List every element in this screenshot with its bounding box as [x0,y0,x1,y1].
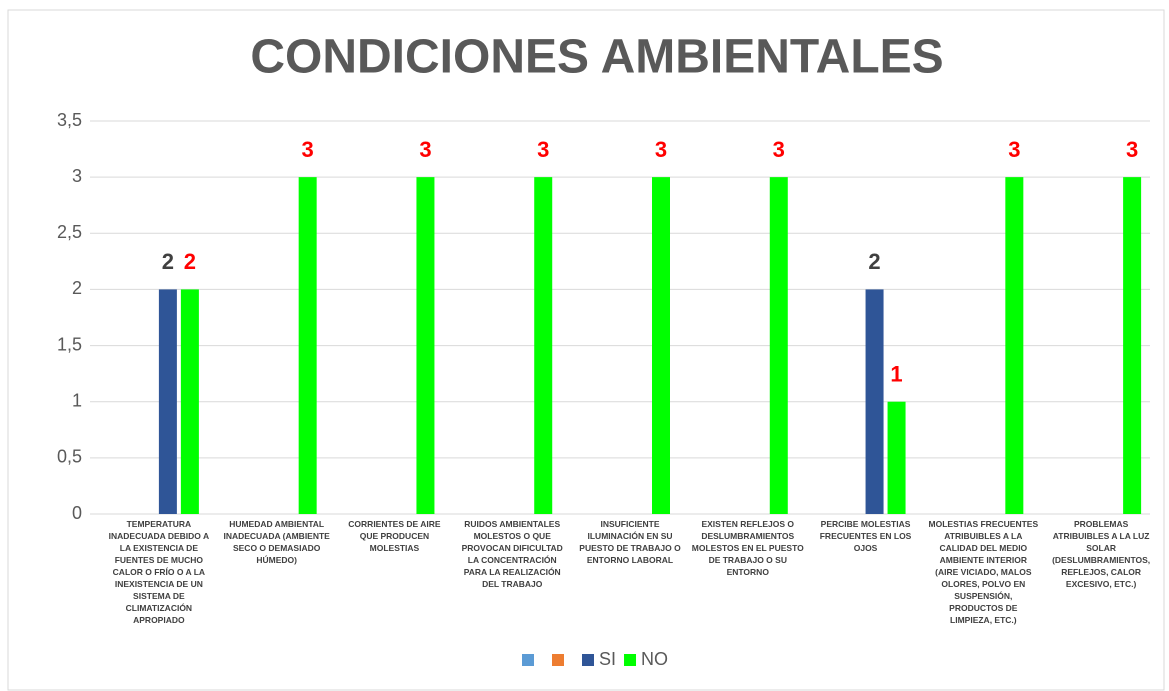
data-label: 3 [537,137,549,162]
data-label: 2 [868,249,880,274]
chart-title: CONDICIONES AMBIENTALES [250,31,943,84]
y-tick-label: 1,5 [57,334,82,354]
data-label: 3 [655,137,667,162]
data-label: 3 [302,137,314,162]
bar [298,177,317,514]
x-tick-label: HUMEDAD AMBIENTAL INADECUADA (AMBIENTE S… [223,519,330,565]
bar [887,401,906,514]
data-label: 3 [1008,137,1020,162]
y-tick-label: 3 [72,166,82,186]
y-tick-label: 2,5 [57,222,82,242]
bar [180,289,199,514]
bar [865,289,884,514]
legend-label: SI [599,649,616,669]
y-tick-label: 1 [72,390,82,410]
x-tick-label: PERCIBE MOLESTIAS FRECUENTES EN LOS OJOS [819,519,912,553]
bar [652,177,670,514]
bar [769,177,788,514]
bar [416,177,435,514]
legend-label: NO [641,649,668,669]
data-label: 3 [773,137,785,162]
data-label: 1 [890,362,902,387]
bar [1123,177,1142,514]
chart-frame [7,9,1165,691]
x-tick-label: EXISTEN REFLEJOS O DESLUMBRAMIENTOS MOLE… [691,519,804,577]
data-label: 2 [184,249,196,274]
x-tick-label: INSUFICIENTE ILUMINACIÓN EN SU PUESTO DE… [579,519,681,565]
legend-swatch [624,654,637,666]
y-tick-label: 3,5 [57,110,82,130]
x-tick-label: CORRIENTES DE AIRE QUE PRODUCEN MOLESTIA… [348,519,441,553]
y-tick-label: 0 [72,503,82,523]
legend-swatch [582,654,594,666]
x-tick-label: MOLESTIAS FRECUENTES ATRIBUIBLES A LA CA… [928,519,1039,625]
y-tick-label: 0,5 [57,447,82,467]
data-label: 2 [162,249,174,274]
x-tick-label: RUIDOS AMBIENTALES MOLESTOS O QUE PROVOC… [461,519,563,589]
legend-swatch [522,654,534,666]
data-label: 3 [1126,137,1138,162]
data-label: 3 [419,137,431,162]
bar [158,289,177,514]
bar [534,177,553,514]
legend-swatch [552,654,564,666]
x-tick-label: PROBLEMAS ATRIBUIBLES A LA LUZ SOLAR (DE… [1052,519,1151,589]
x-tick-label: TEMPERATURA INADECUADA DEBIDO A LA EXIST… [108,519,210,625]
y-tick-label: 2 [72,278,82,298]
bar [1005,177,1024,514]
